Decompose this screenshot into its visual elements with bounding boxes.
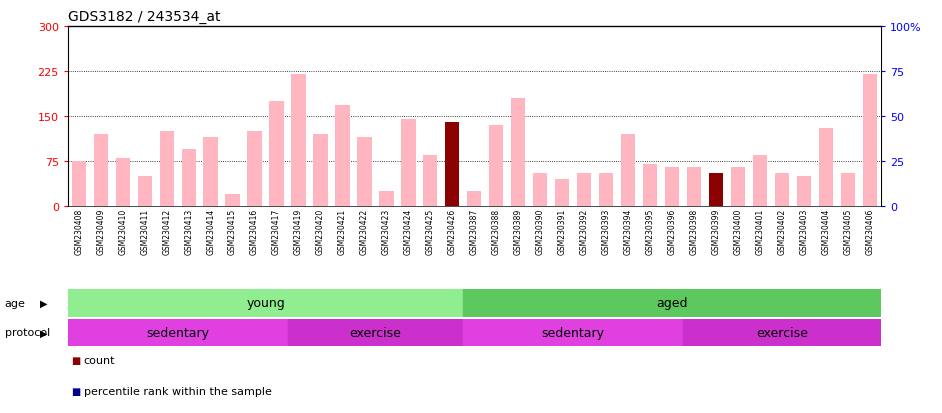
Bar <box>68 289 463 317</box>
Point <box>313 37 328 43</box>
Bar <box>463 319 683 347</box>
Point <box>335 40 350 47</box>
Bar <box>467 192 481 206</box>
Bar <box>335 106 349 206</box>
Point <box>532 38 547 45</box>
Bar <box>463 289 881 317</box>
Bar <box>291 75 305 206</box>
Bar <box>489 126 503 206</box>
Bar <box>159 132 174 206</box>
Text: ▶: ▶ <box>40 328 47 338</box>
Bar <box>401 120 415 206</box>
Bar <box>225 195 240 206</box>
Text: aged: aged <box>657 297 688 309</box>
Point <box>291 26 306 33</box>
Bar <box>68 319 287 347</box>
Point <box>621 41 636 48</box>
Point <box>664 39 679 46</box>
Point <box>840 57 855 63</box>
Point <box>379 43 394 49</box>
Point <box>862 26 877 33</box>
Bar <box>683 319 881 347</box>
Bar <box>577 173 592 206</box>
Bar <box>93 135 108 206</box>
Text: ■: ■ <box>71 386 80 396</box>
Bar <box>72 161 86 206</box>
Text: GDS3182 / 243534_at: GDS3182 / 243534_at <box>68 10 220 24</box>
Bar <box>203 138 218 206</box>
Bar <box>423 156 437 206</box>
Bar <box>797 177 811 206</box>
Text: ▶: ▶ <box>40 298 47 308</box>
Bar <box>314 135 328 206</box>
Bar <box>599 173 613 206</box>
Text: age: age <box>5 298 25 308</box>
Point <box>555 66 570 73</box>
Bar <box>446 123 460 206</box>
Bar <box>138 177 152 206</box>
Text: protocol: protocol <box>5 328 50 338</box>
Bar <box>665 168 679 206</box>
Point <box>467 41 482 48</box>
Point <box>115 36 130 42</box>
Text: young: young <box>246 297 284 309</box>
Point <box>708 29 723 36</box>
Point <box>489 41 504 48</box>
Point <box>511 29 526 36</box>
Bar <box>863 75 877 206</box>
Point <box>642 39 658 46</box>
Text: sedentary: sedentary <box>146 326 209 339</box>
Point <box>138 64 153 71</box>
Bar <box>840 173 855 206</box>
Bar <box>116 159 130 206</box>
Point <box>730 64 745 71</box>
Point <box>819 41 834 48</box>
Bar <box>287 319 463 347</box>
Bar <box>533 173 547 206</box>
Point <box>269 36 284 42</box>
Point <box>577 37 592 43</box>
Bar <box>643 165 658 206</box>
Bar <box>555 180 569 206</box>
Point <box>598 62 613 69</box>
Text: exercise: exercise <box>756 326 808 339</box>
Bar <box>248 132 262 206</box>
Bar <box>774 173 789 206</box>
Bar <box>269 102 284 206</box>
Bar <box>819 128 833 206</box>
Point <box>774 61 789 67</box>
Point <box>445 37 460 43</box>
Text: ■: ■ <box>71 355 80 365</box>
Point <box>159 37 174 43</box>
Bar <box>731 168 745 206</box>
Bar <box>621 135 635 206</box>
Text: sedentary: sedentary <box>542 326 605 339</box>
Bar <box>182 150 196 206</box>
Point <box>423 41 438 48</box>
Point <box>93 40 108 47</box>
Text: percentile rank within the sample: percentile rank within the sample <box>84 386 271 396</box>
Point <box>72 41 87 48</box>
Bar <box>512 99 526 206</box>
Point <box>225 41 240 48</box>
Point <box>796 64 811 71</box>
Bar <box>380 192 394 206</box>
Bar <box>753 156 767 206</box>
Point <box>203 37 219 43</box>
Point <box>357 37 372 43</box>
Point <box>753 66 768 73</box>
Point <box>401 37 416 43</box>
Text: exercise: exercise <box>349 326 401 339</box>
Point <box>687 49 702 55</box>
Point <box>181 41 196 48</box>
Bar <box>357 138 371 206</box>
Bar <box>708 173 723 206</box>
Text: count: count <box>84 355 115 365</box>
Point <box>247 37 262 43</box>
Bar <box>687 168 701 206</box>
